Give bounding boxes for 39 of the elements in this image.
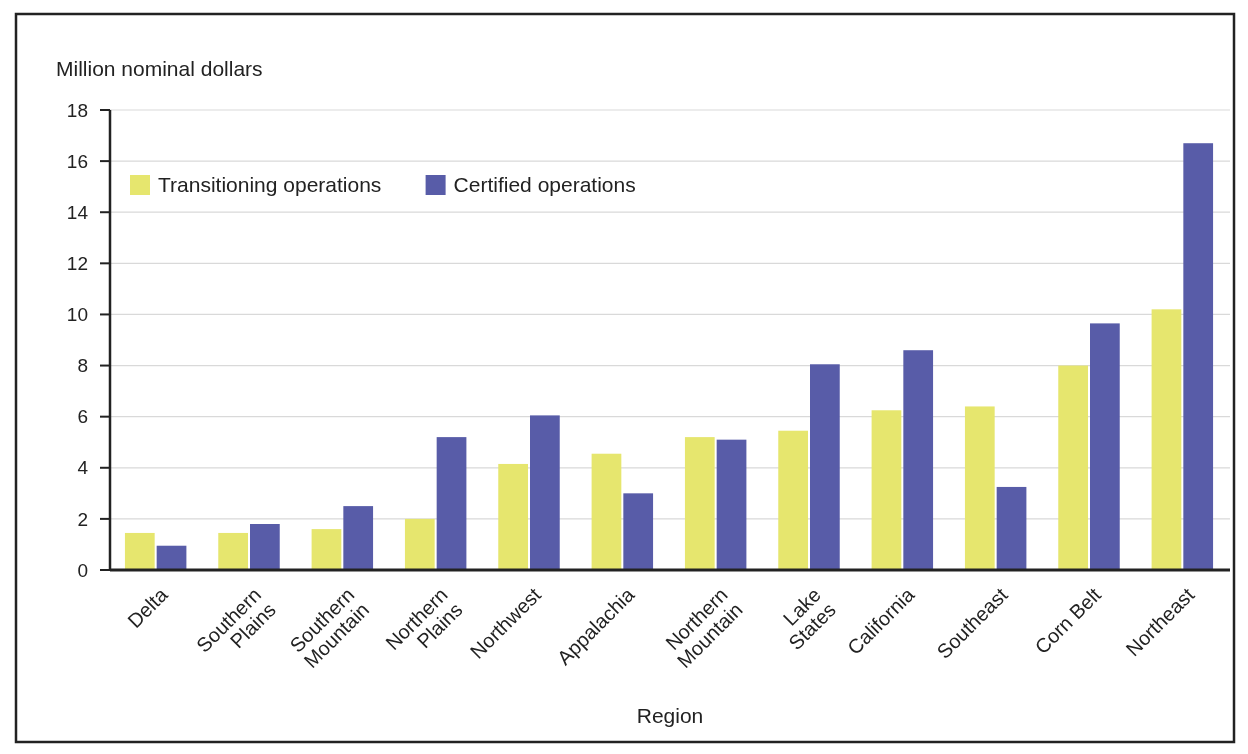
y-tick-label: 18	[66, 99, 88, 121]
y-tick-label: 16	[66, 150, 88, 172]
y-tick-label: 10	[66, 304, 88, 326]
y-tick-label: 8	[77, 355, 88, 377]
bar	[684, 437, 715, 570]
legend-label: Certified operations	[453, 173, 636, 196]
y-tick-label: 14	[66, 201, 89, 223]
y-tick-label: 12	[66, 252, 88, 274]
y-tick-label: 0	[77, 559, 88, 581]
bar	[156, 545, 187, 570]
x-tick-label: Corn Belt	[1030, 583, 1106, 659]
bar	[404, 518, 435, 570]
bar	[311, 529, 342, 570]
bar	[124, 532, 155, 570]
bar	[250, 524, 280, 570]
bar	[903, 350, 934, 570]
bar	[810, 364, 840, 570]
y-tick-label: 4	[77, 457, 89, 479]
bar	[530, 415, 560, 570]
bar	[218, 532, 248, 570]
bar	[623, 493, 654, 570]
bar	[1058, 365, 1088, 570]
bar	[716, 439, 747, 570]
bar	[436, 437, 467, 570]
y-axis-title: Million nominal dollars	[56, 57, 263, 80]
bar	[778, 430, 808, 570]
bar	[343, 506, 374, 570]
bar	[498, 463, 528, 570]
bar	[1090, 323, 1120, 570]
bar	[1151, 309, 1182, 570]
y-tick-label: 6	[77, 406, 88, 428]
bar	[1183, 143, 1214, 570]
y-tick-label: 2	[77, 508, 88, 530]
x-axis-title: Region	[636, 704, 704, 727]
legend-label: Transitioning operations	[158, 173, 382, 196]
bar	[871, 410, 902, 570]
bar	[591, 453, 622, 570]
bar	[996, 486, 1027, 570]
bar	[964, 406, 995, 570]
